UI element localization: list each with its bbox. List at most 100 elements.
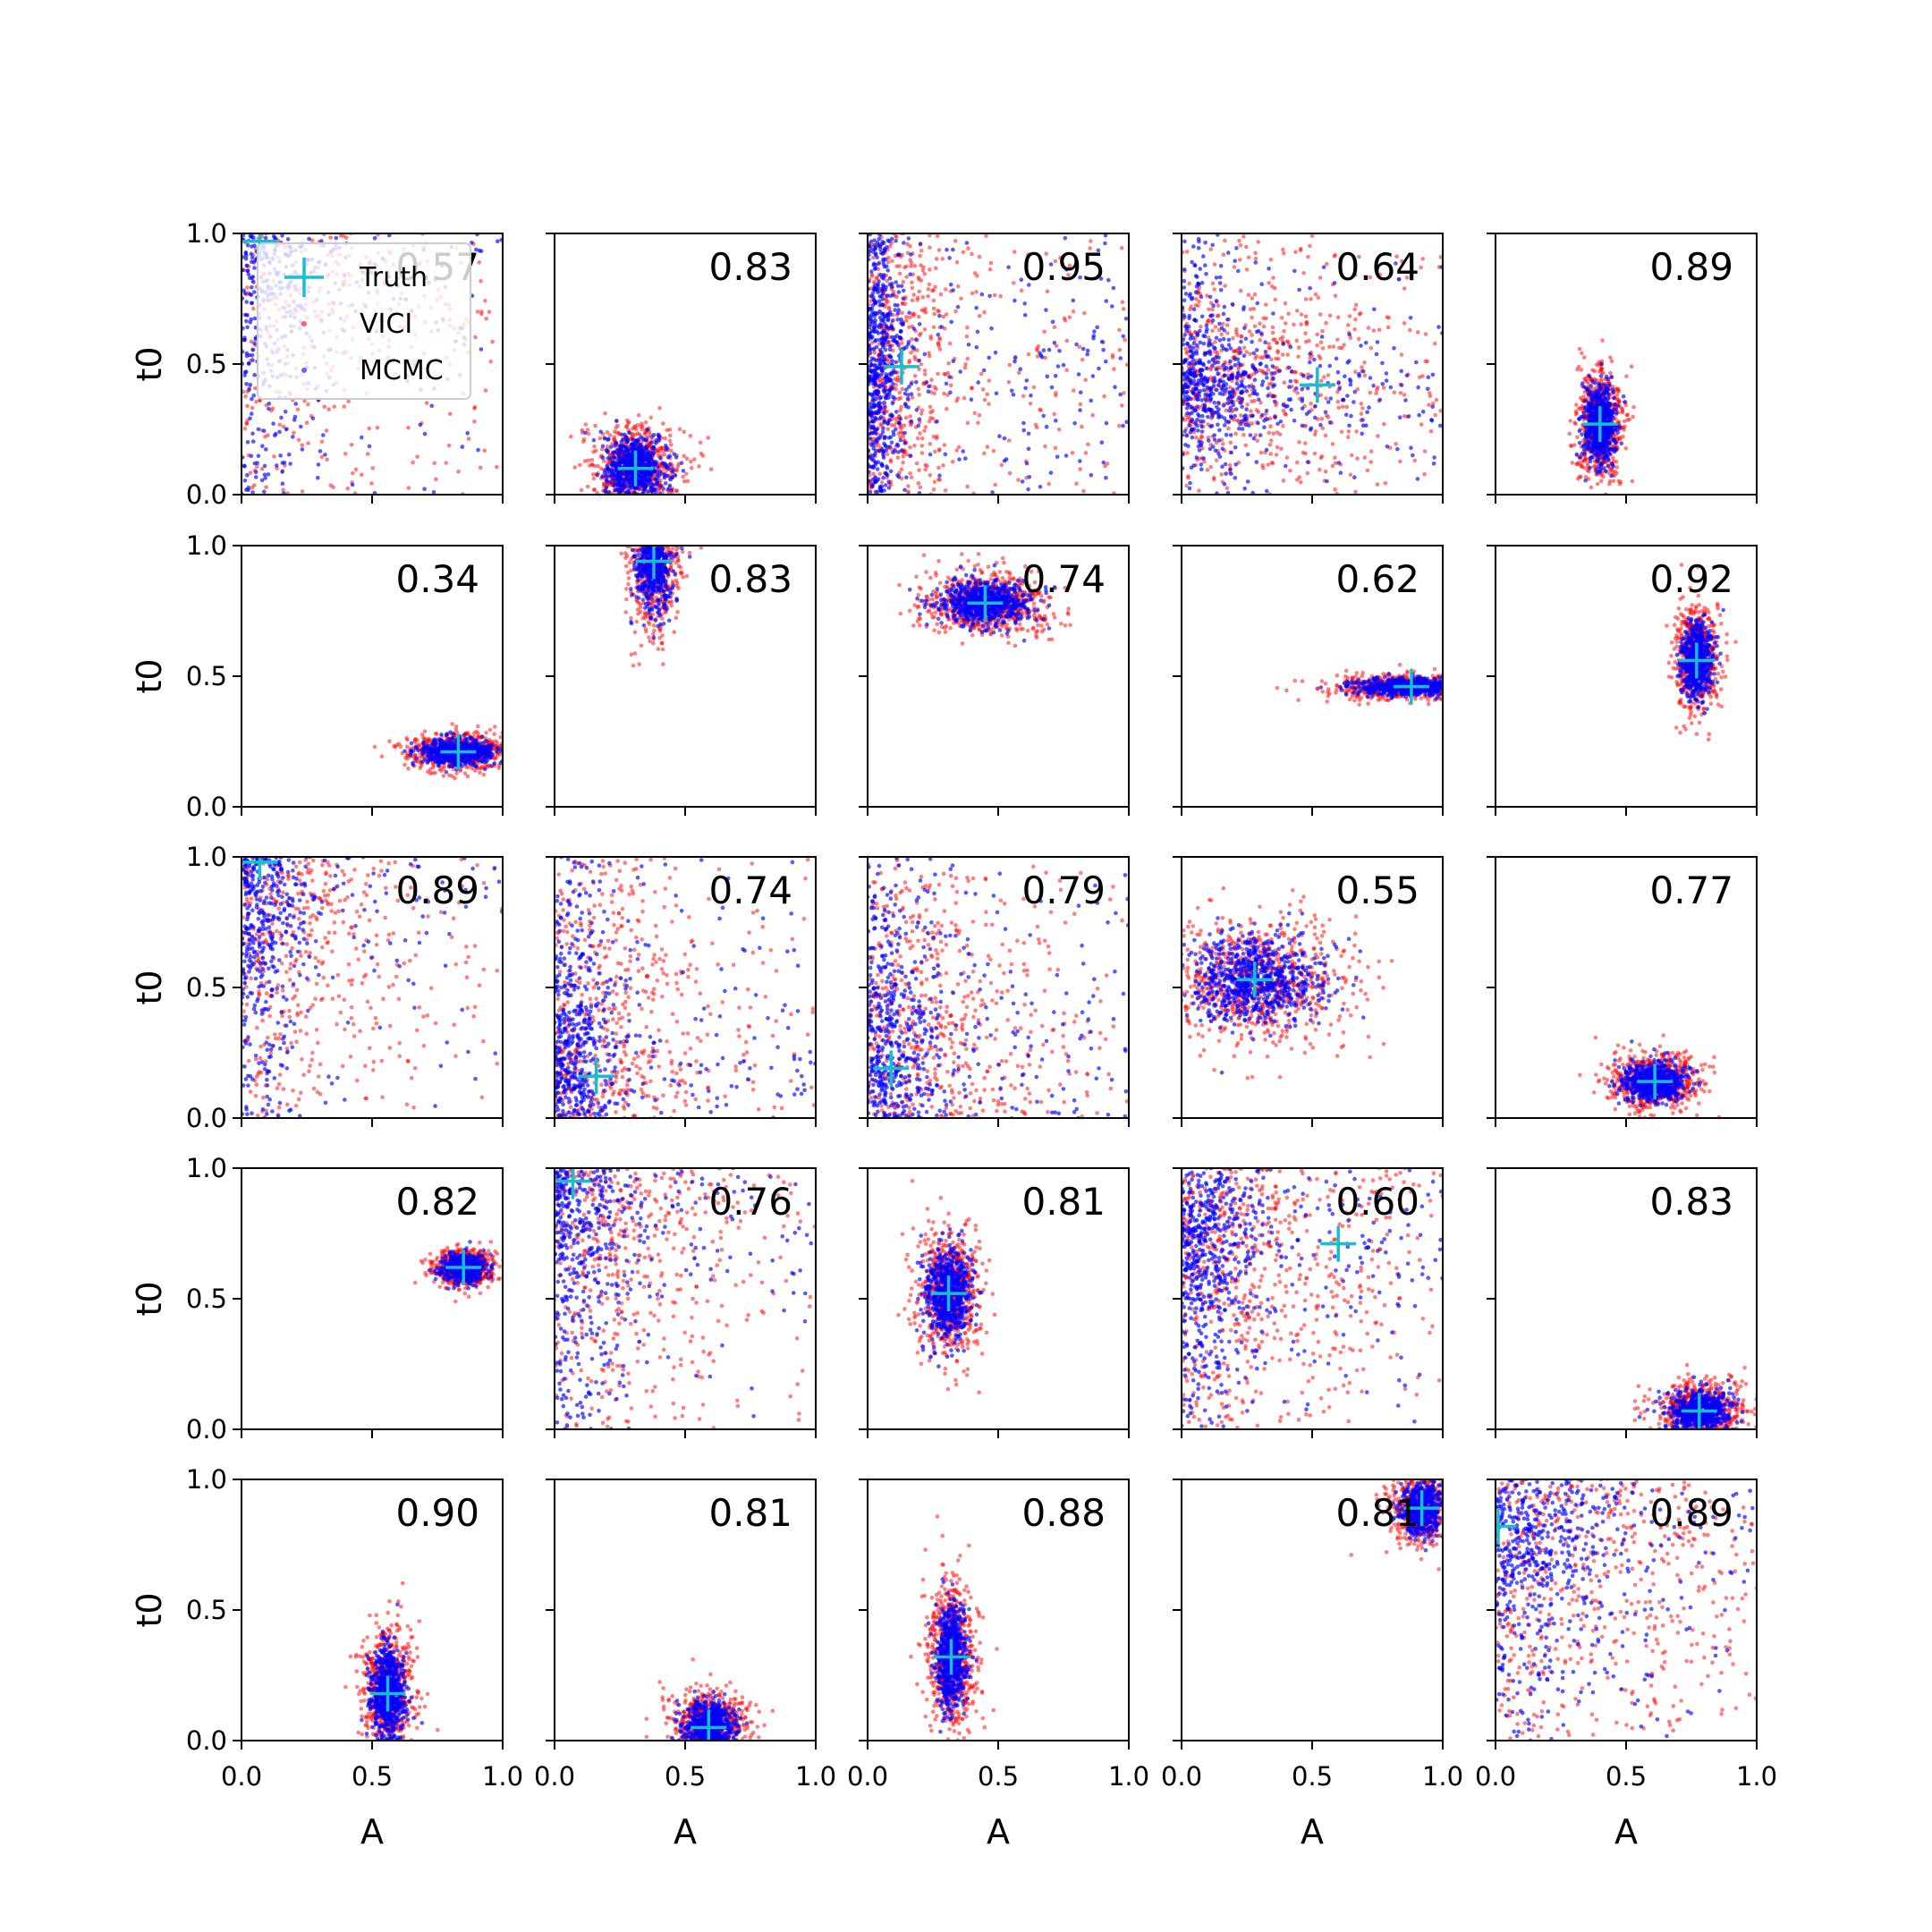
vici-sample-point [874, 197, 878, 201]
vici-sample-point [1267, 281, 1271, 285]
mcmc-sample-point [918, 359, 922, 363]
mcmc-sample-point [313, 194, 318, 199]
mcmc-sample-point [243, 479, 248, 483]
vici-sample-point [1271, 338, 1275, 343]
vici-sample-point [483, 449, 487, 453]
mcmc-sample-point [1100, 340, 1105, 344]
mcmc-sample-point [297, 205, 301, 209]
vici-sample-point [881, 170, 886, 174]
vici-sample-point [954, 448, 959, 453]
mcmc-sample-point [611, 504, 615, 508]
vici-sample-point [932, 299, 936, 303]
vici-sample-point [483, 299, 487, 303]
vici-sample-point [299, 225, 303, 229]
vici-sample-point [1080, 425, 1084, 429]
vici-sample-point [1422, 472, 1427, 477]
mcmc-sample-point [1121, 424, 1125, 428]
mcmc-sample-point [673, 452, 677, 456]
mcmc-sample-point [1359, 343, 1363, 348]
mcmc-sample-point [274, 191, 278, 196]
vici-sample-point [900, 310, 904, 315]
mcmc-sample-point [869, 336, 874, 341]
vici-sample-point [884, 583, 888, 588]
mcmc-sample-point [1409, 445, 1413, 450]
mcmc-sample-point [246, 243, 250, 248]
mcmc-sample-point [1057, 349, 1062, 353]
vici-sample-point [871, 589, 876, 593]
mcmc-sample-point [656, 465, 660, 470]
mcmc-sample-point [250, 260, 254, 265]
vici-sample-point [894, 294, 899, 299]
vici-sample-point [976, 199, 980, 203]
vici-sample-point [878, 147, 883, 151]
vici-sample-point [898, 391, 902, 395]
mcmc-sample-point [340, 193, 344, 198]
vici-sample-point [978, 314, 982, 318]
vici-sample-point [895, 589, 900, 593]
vici-sample-point [663, 436, 667, 441]
vici-sample-point [899, 597, 903, 601]
vici-sample-point [513, 233, 517, 237]
mcmc-sample-point [896, 444, 901, 448]
vici-sample-point [1229, 441, 1233, 445]
mcmc-sample-point [869, 454, 873, 459]
mcmc-sample-point [1195, 455, 1199, 460]
vici-sample-point [301, 162, 306, 166]
mcmc-sample-point [1081, 347, 1086, 352]
vici-sample-point [432, 462, 436, 466]
vici-sample-point [896, 376, 901, 380]
mcmc-sample-point [250, 301, 254, 306]
mcmc-sample-point [650, 446, 655, 451]
mcmc-sample-point [253, 317, 258, 321]
mcmc-sample-point [616, 460, 621, 464]
vici-sample-point [290, 228, 294, 233]
vici-sample-point [665, 428, 670, 433]
mcmc-sample-point [907, 385, 911, 389]
mcmc-sample-point [1253, 367, 1258, 371]
vici-sample-point [1223, 239, 1227, 243]
vici-sample-point [269, 517, 274, 521]
vici-sample-point [908, 414, 912, 419]
vici-sample-point [889, 176, 894, 181]
vici-sample-point [900, 467, 904, 471]
vici-sample-point [328, 483, 333, 487]
mcmc-sample-point [1260, 383, 1265, 387]
vici-sample-point [1065, 339, 1070, 343]
mcmc-sample-point [1345, 394, 1350, 398]
vici-sample-point [630, 509, 634, 513]
vici-sample-point [1282, 409, 1286, 413]
mcmc-sample-point [1259, 332, 1264, 336]
mcmc-sample-point [1204, 330, 1208, 335]
mcmc-sample-point [268, 216, 273, 220]
mcmc-sample-point [259, 126, 264, 131]
mcmc-sample-point [1271, 311, 1275, 316]
vici-sample-point [966, 246, 970, 250]
vici-sample-point [1225, 331, 1230, 335]
mcmc-sample-point [1218, 275, 1223, 280]
vici-sample-point [370, 466, 375, 470]
vici-sample-point [274, 157, 278, 161]
vici-sample-point [643, 432, 648, 436]
vici-sample-point [312, 149, 317, 154]
vici-sample-point [648, 512, 653, 516]
vici-sample-point [281, 177, 285, 182]
vici-sample-point [1117, 328, 1122, 333]
mcmc-sample-point [873, 301, 877, 305]
mcmc-sample-point [901, 323, 905, 327]
mcmc-sample-point [277, 199, 282, 204]
vici-sample-point [304, 191, 309, 196]
mcmc-sample-point [488, 191, 493, 196]
mcmc-sample-point [866, 216, 870, 220]
vici-sample-point [894, 265, 899, 269]
mcmc-sample-point [888, 276, 893, 281]
vici-sample-point [313, 216, 318, 221]
vici-sample-point [412, 141, 417, 146]
vici-sample-point [643, 504, 648, 509]
vici-sample-point [1292, 323, 1296, 327]
vici-sample-point [936, 309, 941, 314]
vici-sample-point [1297, 440, 1301, 445]
mcmc-sample-point [1431, 373, 1436, 377]
vici-sample-point [361, 175, 366, 180]
vici-sample-point [919, 110, 923, 114]
mcmc-sample-point [1202, 388, 1207, 393]
